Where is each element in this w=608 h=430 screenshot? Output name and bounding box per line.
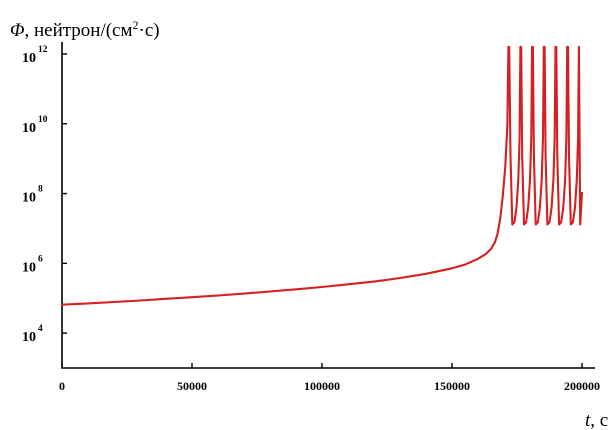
y-axis-unit-tail: ·с): [139, 20, 160, 41]
y-tick-label-base: 10: [22, 51, 36, 66]
y-tick-label-exponent: 8: [38, 185, 43, 195]
y-tick-label-exponent: 10: [38, 115, 48, 125]
y-axis-unit-superscript: 2: [133, 18, 139, 32]
y-tick-label-exponent: 6: [38, 254, 43, 264]
y-axis-title: Φ, нейтрон/(см2·с): [10, 18, 160, 41]
series-line: [60, 45, 584, 306]
x-tick-label: 200000: [564, 379, 600, 393]
series-layer: [60, 45, 584, 306]
x-tick-label: 150000: [434, 379, 470, 393]
x-tick-label: 0: [59, 379, 65, 393]
x-ticks: 0 50000 100000 150000 200000: [59, 363, 600, 393]
axes: [61, 42, 595, 369]
x-axis-symbol: t: [585, 410, 591, 430]
y-tick-label-base: 10: [22, 330, 36, 345]
x-axis-unit: , с: [590, 410, 608, 430]
y-tick-label-exponent: 12: [38, 45, 48, 55]
y-tick-label-base: 10: [22, 260, 36, 275]
y-axis-symbol: Φ: [10, 20, 24, 41]
y-tick-label-base: 10: [22, 121, 36, 136]
y-axis-unit: , нейтрон/(см: [24, 20, 132, 41]
x-tick-label: 50000: [177, 379, 207, 393]
y-tick-label-exponent: 4: [38, 324, 43, 334]
y-tick-label-base: 10: [22, 191, 36, 206]
x-axis-title: t, с: [585, 410, 608, 430]
x-tick-label: 100000: [304, 379, 340, 393]
